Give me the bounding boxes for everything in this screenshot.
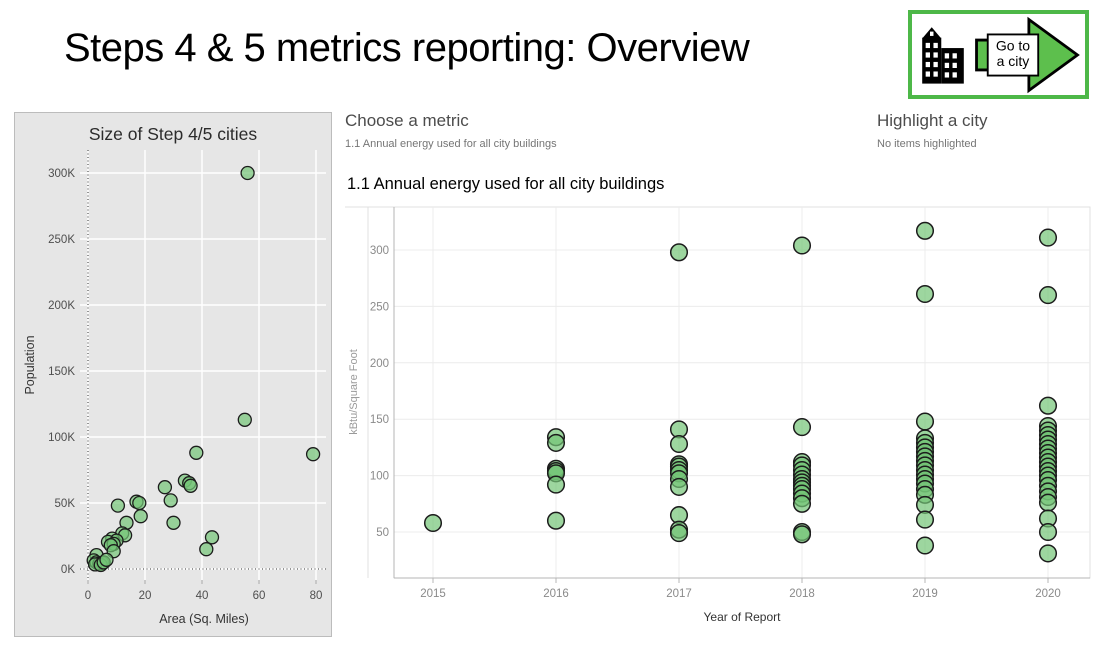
choose-metric-label: Choose a metric bbox=[345, 111, 469, 130]
svg-text:60: 60 bbox=[253, 590, 266, 602]
svg-text:Year of Report: Year of Report bbox=[704, 610, 782, 624]
go-button-label-line1: Go to bbox=[996, 37, 1030, 53]
city-data-point[interactable] bbox=[305, 447, 321, 462]
energy-data-point[interactable] bbox=[1038, 522, 1058, 542]
page-title: Steps 4 & 5 metrics reporting: Overview bbox=[64, 26, 750, 70]
energy-data-point[interactable] bbox=[915, 510, 935, 529]
svg-text:300K: 300K bbox=[48, 168, 75, 180]
data-points bbox=[423, 221, 1058, 563]
city-data-point[interactable] bbox=[204, 530, 220, 545]
energy-data-point[interactable] bbox=[915, 221, 935, 240]
zero-lines bbox=[80, 150, 326, 580]
energy-data-point[interactable] bbox=[792, 418, 812, 437]
svg-text:2020: 2020 bbox=[1035, 588, 1061, 600]
annual-energy-scatter-chart[interactable]: 50 100 150 200 250 300 2015 2016 2017 2018 2019 202… bbox=[345, 200, 1099, 642]
energy-data-point[interactable] bbox=[1038, 228, 1058, 247]
svg-text:0K: 0K bbox=[61, 564, 75, 576]
svg-text:300: 300 bbox=[370, 245, 389, 257]
go-arrow-icon: Go to a city bbox=[975, 16, 1080, 93]
city-data-point[interactable] bbox=[157, 480, 173, 495]
city-size-panel: 0K 50K 100K 150K 200K 250K 300K 0 20 40 60 80 Area (… bbox=[14, 112, 332, 637]
city-data-point[interactable] bbox=[110, 498, 126, 513]
city-data-point[interactable] bbox=[99, 552, 114, 567]
energy-data-point[interactable] bbox=[1038, 544, 1058, 563]
svg-text:2016: 2016 bbox=[543, 588, 569, 600]
city-data-point[interactable] bbox=[189, 445, 204, 460]
energy-data-point[interactable] bbox=[546, 511, 566, 530]
highlight-city-status[interactable]: No items highlighted bbox=[877, 138, 977, 150]
annual-energy-chart-title: 1.1 Annual energy used for all city buil… bbox=[347, 175, 665, 193]
energy-data-point[interactable] bbox=[546, 433, 566, 452]
energy-data-point[interactable] bbox=[669, 524, 689, 543]
svg-text:250K: 250K bbox=[48, 234, 75, 246]
svg-text:200K: 200K bbox=[48, 300, 75, 312]
highlight-city-control: Highlight a city No items highlighted bbox=[877, 111, 988, 150]
city-data-point[interactable] bbox=[237, 412, 252, 427]
highlight-city-label: Highlight a city bbox=[877, 111, 988, 130]
go-to-city-button[interactable]: Go to a city bbox=[908, 10, 1089, 99]
choose-metric-control: Choose a metric 1.1 Annual energy used f… bbox=[345, 111, 557, 150]
city-data-point[interactable] bbox=[133, 509, 148, 524]
svg-text:Area (Sq. Miles): Area (Sq. Miles) bbox=[159, 612, 249, 626]
energy-data-point[interactable] bbox=[669, 243, 689, 262]
svg-text:100K: 100K bbox=[48, 432, 75, 444]
energy-data-point[interactable] bbox=[669, 477, 689, 496]
svg-text:2019: 2019 bbox=[912, 588, 938, 600]
svg-text:150K: 150K bbox=[48, 366, 75, 378]
svg-text:50K: 50K bbox=[55, 498, 76, 510]
energy-data-point[interactable] bbox=[1038, 396, 1058, 415]
svg-text:0: 0 bbox=[85, 590, 91, 602]
svg-text:Population: Population bbox=[23, 335, 37, 394]
city-data-point[interactable] bbox=[132, 495, 147, 511]
energy-data-point[interactable] bbox=[669, 434, 689, 454]
gridlines bbox=[80, 150, 326, 580]
svg-text:250: 250 bbox=[370, 301, 389, 313]
go-button-label-line2: a city bbox=[997, 53, 1030, 69]
city-data-point[interactable] bbox=[183, 478, 198, 493]
svg-text:2018: 2018 bbox=[789, 588, 815, 600]
svg-text:20: 20 bbox=[139, 590, 152, 602]
energy-data-point[interactable] bbox=[423, 513, 443, 533]
energy-data-point[interactable] bbox=[792, 525, 812, 544]
energy-data-point[interactable] bbox=[915, 284, 935, 304]
city-data-point[interactable] bbox=[199, 542, 214, 557]
svg-text:150: 150 bbox=[370, 414, 389, 426]
city-data-point[interactable] bbox=[166, 515, 181, 530]
energy-data-point[interactable] bbox=[1038, 286, 1058, 305]
energy-data-point[interactable] bbox=[792, 236, 812, 255]
svg-text:50: 50 bbox=[376, 527, 389, 539]
svg-text:2017: 2017 bbox=[666, 588, 692, 600]
plot-frame bbox=[345, 206, 1091, 579]
energy-data-point[interactable] bbox=[546, 475, 566, 494]
svg-text:40: 40 bbox=[196, 590, 209, 602]
energy-data-point[interactable] bbox=[915, 412, 935, 431]
svg-text:200: 200 bbox=[370, 358, 389, 370]
energy-data-point[interactable] bbox=[915, 536, 935, 555]
city-size-chart-title: Size of Step 4/5 cities bbox=[88, 124, 258, 144]
axes: 0K 50K 100K 150K 200K 250K 300K 0 20 40 60 80 Area (… bbox=[23, 168, 322, 626]
data-points bbox=[86, 165, 321, 573]
energy-data-point[interactable] bbox=[792, 494, 812, 513]
axes: 50 100 150 200 250 300 2015 2016 2017 2018 2019 202… bbox=[348, 207, 1090, 624]
city-data-point[interactable] bbox=[163, 493, 178, 508]
choose-metric-selected-value[interactable]: 1.1 Annual energy used for all city buil… bbox=[345, 138, 557, 150]
city-size-scatter-chart[interactable]: 0K 50K 100K 150K 200K 250K 300K 0 20 40 60 80 Area (… bbox=[15, 113, 331, 636]
city-building-icon bbox=[922, 26, 964, 84]
svg-text:kBtu/Square Foot: kBtu/Square Foot bbox=[348, 349, 360, 435]
svg-text:2015: 2015 bbox=[420, 588, 446, 600]
energy-data-point[interactable] bbox=[1038, 493, 1058, 512]
city-data-point[interactable] bbox=[240, 165, 255, 181]
svg-text:80: 80 bbox=[310, 590, 323, 602]
svg-text:100: 100 bbox=[370, 471, 389, 483]
